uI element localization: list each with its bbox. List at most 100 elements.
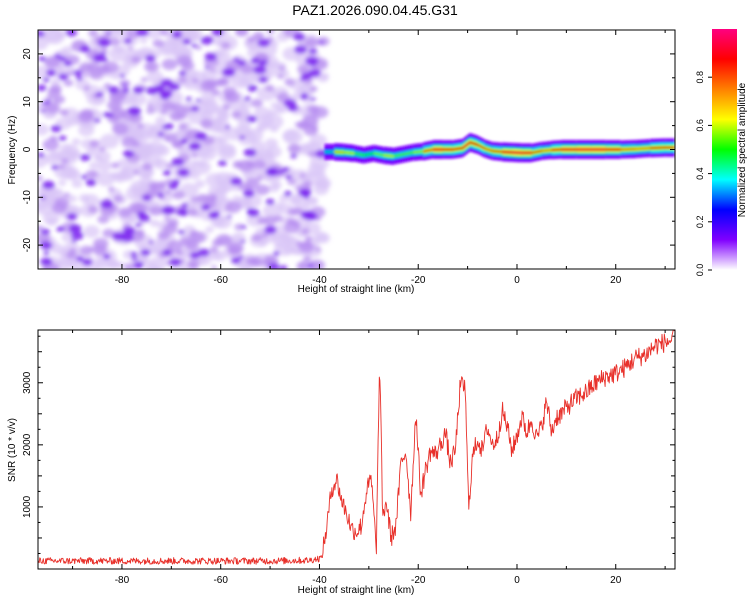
noise-blob (230, 177, 243, 186)
noise-blob (88, 30, 99, 37)
noise-blob (234, 30, 244, 35)
noise-blob (319, 72, 329, 80)
noise-blob (200, 36, 214, 45)
noise-blob (316, 232, 330, 244)
noise-blob (71, 138, 81, 146)
noise-blob (162, 169, 172, 176)
noise-blob (67, 118, 78, 126)
noise-blob (94, 111, 104, 119)
noise-blob (185, 240, 199, 250)
snr-y-tick-label: 1000 (22, 495, 33, 518)
noise-blob (231, 110, 241, 118)
noise-blob (309, 97, 316, 101)
snr-x-tick-label: -80 (115, 575, 130, 586)
noise-blob (140, 77, 148, 82)
noise-blob (289, 194, 302, 205)
noise-blob (243, 189, 255, 198)
noise-blob (93, 245, 107, 255)
noise-blob (178, 70, 187, 76)
noise-blob (237, 130, 258, 146)
noise-blob (304, 211, 318, 221)
noise-blob (262, 203, 282, 219)
noise-blob (240, 239, 246, 243)
noise-blob (278, 170, 284, 174)
noise-blob (160, 110, 167, 115)
noise-blob (118, 158, 129, 167)
noise-blob (165, 136, 172, 142)
noise-blob (120, 233, 134, 242)
noise-blob (73, 264, 82, 269)
noise-blob (221, 42, 231, 49)
noise-blob (148, 240, 154, 244)
noise-blob (71, 179, 83, 188)
noise-blob (209, 67, 216, 73)
noise-blob (217, 160, 227, 167)
noise-blob (101, 47, 108, 53)
noise-blob (100, 199, 114, 209)
noise-blob (232, 160, 243, 168)
noise-blob (93, 118, 101, 123)
noise-blob (178, 229, 185, 235)
noise-blob (63, 192, 71, 198)
noise-blob (210, 89, 221, 96)
noise-blob (302, 240, 312, 248)
noise-blob (182, 106, 192, 113)
noise-blob (164, 189, 172, 195)
noise-blob (225, 125, 231, 129)
noise-blob (50, 78, 61, 87)
noise-blob (116, 261, 126, 269)
noise-blob (112, 122, 129, 135)
noise-blob (59, 56, 67, 62)
noise-blob (196, 194, 209, 203)
noise-blob (178, 123, 188, 131)
spectrogram-x-tick-label: -60 (213, 275, 228, 286)
noise-blob (313, 183, 329, 196)
noise-blob (190, 196, 199, 203)
noise-blob (79, 154, 91, 162)
noise-blob (98, 38, 111, 47)
noise-blob (181, 203, 189, 208)
noise-blob (38, 30, 45, 37)
noise-blob (307, 163, 326, 178)
noise-blob (287, 143, 301, 154)
noise-blob (266, 30, 275, 34)
noise-blob (226, 215, 232, 219)
noise-blob (145, 54, 156, 62)
noise-blob (159, 30, 169, 36)
noise-blob (153, 104, 162, 112)
noise-blob (44, 151, 62, 165)
noise-blob (171, 103, 184, 113)
noise-blob (59, 109, 69, 116)
noise-blob (149, 156, 163, 167)
noise-blob (167, 240, 183, 252)
noise-blob (205, 226, 214, 233)
noise-blob (38, 84, 47, 91)
noise-blob (122, 83, 128, 87)
noise-blob (223, 104, 230, 110)
spectrogram-y-tick-label: 20 (22, 48, 33, 60)
noise-blob (257, 38, 271, 48)
noise-blob (70, 231, 84, 240)
noise-blob (243, 148, 257, 157)
noise-blob (85, 170, 98, 179)
noise-blob (142, 162, 153, 171)
noise-blob (277, 74, 284, 80)
noise-blob (257, 216, 269, 225)
noise-blob (250, 57, 260, 64)
noise-blob (61, 158, 69, 164)
noise-blob (58, 73, 69, 81)
noise-blob (130, 180, 149, 195)
noise-blob (127, 46, 134, 51)
noise-blob (213, 119, 224, 128)
noise-blob (285, 174, 292, 180)
noise-blob (119, 166, 137, 180)
colorbar: 0.0 0.2 0.4 0.6 0.8 Normalized spectral ampl… (695, 29, 748, 276)
noise-blob (296, 120, 309, 130)
noise-blob (243, 96, 251, 101)
snr-x-tick-label: -60 (213, 575, 228, 586)
noise-blob (224, 201, 242, 214)
noise-blob (46, 217, 57, 226)
noise-blob (314, 247, 322, 252)
noise-blob (309, 133, 327, 148)
noise-blob (265, 167, 279, 177)
